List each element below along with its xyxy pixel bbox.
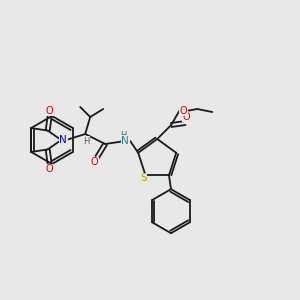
Text: H: H [83, 136, 89, 146]
Text: N: N [59, 135, 67, 145]
Text: O: O [179, 106, 187, 116]
Text: S: S [140, 173, 147, 183]
Text: O: O [90, 157, 98, 167]
Text: O: O [182, 112, 190, 122]
Text: O: O [46, 164, 53, 174]
Text: H: H [120, 130, 126, 140]
Text: O: O [46, 106, 53, 116]
Text: N: N [121, 136, 129, 146]
